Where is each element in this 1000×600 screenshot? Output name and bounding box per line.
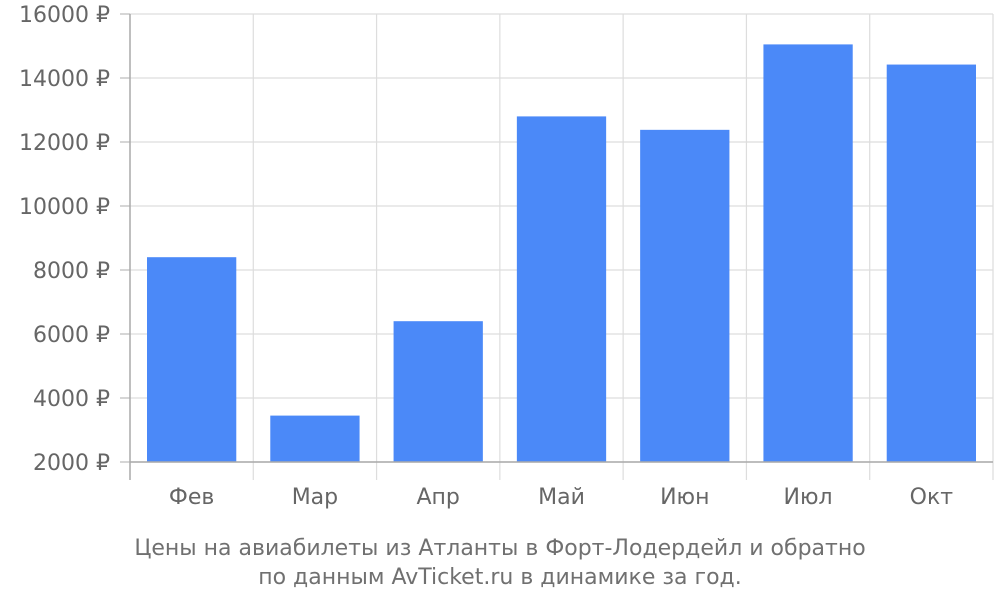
- y-tick-label: 4000 ₽: [33, 387, 110, 412]
- bar-1: [147, 257, 237, 462]
- bar-7: [886, 64, 976, 462]
- x-tick-label: Июн: [660, 485, 709, 510]
- bar-3: [393, 321, 483, 462]
- caption-line-2: по данным AvTicket.ru в динамике за год.: [258, 565, 742, 590]
- y-tick-label: 2000 ₽: [33, 451, 110, 476]
- y-tick-label: 16000 ₽: [19, 3, 110, 28]
- caption-line-1: Цены на авиабилеты из Атланты в Форт-Лод…: [134, 536, 865, 561]
- y-tick-label: 10000 ₽: [19, 195, 110, 220]
- x-tick-label: Апр: [417, 485, 460, 510]
- x-tick-label: Окт: [910, 485, 954, 510]
- y-tick-label: 8000 ₽: [33, 259, 110, 284]
- y-tick-label: 12000 ₽: [19, 131, 110, 156]
- bar-4: [516, 116, 607, 463]
- bar-2: [270, 415, 360, 462]
- bars: [147, 44, 976, 463]
- x-tick-label: Фев: [169, 485, 214, 510]
- y-tick-labels: 2000 ₽ 4000 ₽ 6000 ₽ 8000 ₽ 10000 ₽ 12000 ₽ 14…: [19, 3, 110, 476]
- chart-caption: Цены на авиабилеты из Атланты в Форт-Лод…: [134, 536, 865, 590]
- x-tick-labels: Фев Мар Апр Май Июн Июл Окт: [169, 485, 953, 510]
- axes: [120, 13, 993, 480]
- bar-5: [640, 129, 730, 462]
- x-tick-label: Июл: [784, 485, 833, 510]
- x-tick-label: Мар: [292, 485, 338, 510]
- bar-6: [763, 44, 853, 463]
- x-tick-label: Май: [538, 485, 585, 510]
- y-tick-label: 6000 ₽: [33, 323, 110, 348]
- y-tick-label: 14000 ₽: [19, 67, 110, 92]
